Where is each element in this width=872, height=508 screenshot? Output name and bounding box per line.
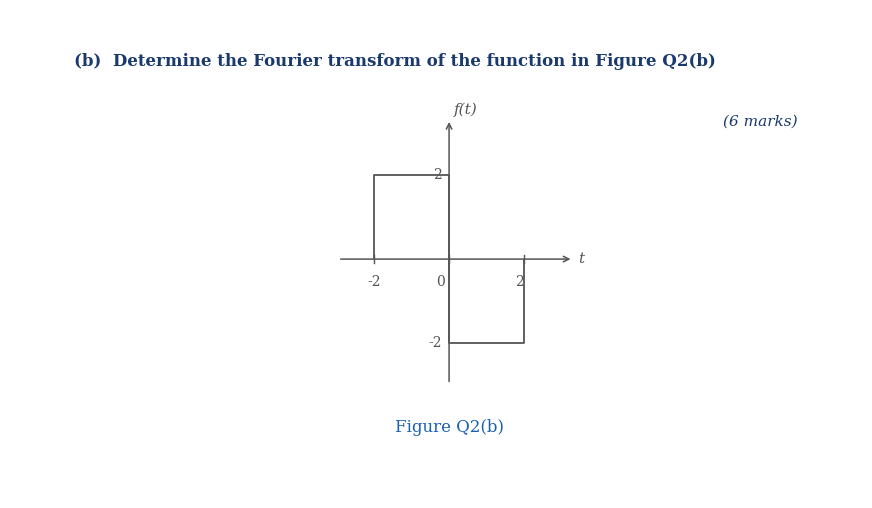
Text: t: t	[578, 252, 584, 266]
Text: 2: 2	[433, 168, 441, 182]
Text: -2: -2	[428, 336, 441, 350]
Text: -2: -2	[368, 275, 381, 289]
Text: 0: 0	[437, 275, 446, 289]
Text: Figure Q2(b): Figure Q2(b)	[395, 419, 504, 436]
Text: 2: 2	[515, 275, 524, 289]
Text: f(t): f(t)	[453, 103, 477, 117]
Text: (6 marks): (6 marks)	[723, 114, 798, 129]
Text: (b)  Determine the Fourier transform of the function in Figure Q2(b): (b) Determine the Fourier transform of t…	[74, 53, 716, 70]
